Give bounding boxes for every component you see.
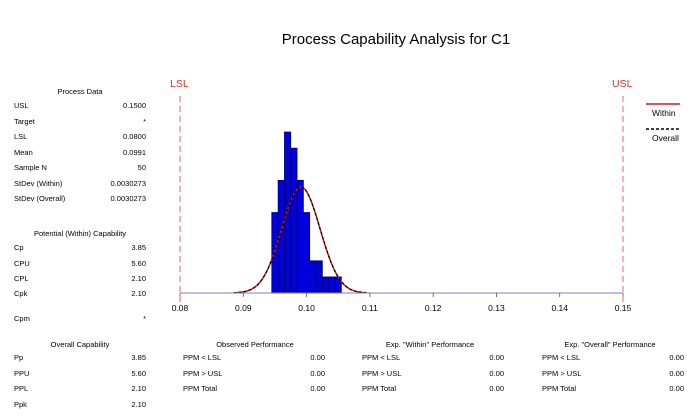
process_data-heading: Process Data bbox=[57, 87, 103, 96]
x-tick-label: 0.13 bbox=[488, 303, 505, 313]
overall-value-0: 3.85 bbox=[131, 353, 146, 362]
histogram-bar bbox=[290, 147, 298, 294]
histogram-bar bbox=[296, 179, 304, 294]
histogram-bar bbox=[322, 276, 330, 294]
overall-value-1: 5.60 bbox=[131, 368, 146, 378]
process_data-label-3: Mean bbox=[14, 147, 33, 157]
process_data-label-6: StDev (Overall) bbox=[14, 194, 66, 203]
process_data-value-2: 0.0800 bbox=[123, 132, 146, 141]
potential-value-3: 2.10 bbox=[131, 289, 146, 298]
potential-label-1: CPU bbox=[14, 259, 30, 268]
exp_overall-heading: Exp. "Overall" Performance bbox=[564, 340, 656, 349]
exp_overall-label-0: PPM < LSL bbox=[542, 353, 581, 362]
process_data-label-2: LSL bbox=[14, 132, 28, 141]
x-tick-label: 0.15 bbox=[615, 303, 632, 313]
observed-heading: Observed Performance bbox=[216, 340, 294, 349]
histogram-bar bbox=[277, 179, 285, 294]
histogram-bar bbox=[328, 276, 336, 294]
exp_within-heading: Exp. "Within" Performance bbox=[385, 340, 475, 349]
process_data-label-5: StDev (Within) bbox=[14, 178, 63, 188]
x-tick-label: 0.14 bbox=[551, 303, 568, 313]
potential-heading: Potential (Within) Capability bbox=[33, 229, 127, 238]
observed-value-0: 0.00 bbox=[310, 353, 325, 362]
exp_within-label-0: PPM < LSL bbox=[362, 353, 401, 362]
process_data-label-4: Sample N bbox=[14, 163, 47, 172]
x-tick-label: 0.12 bbox=[425, 303, 442, 313]
exp_within-label-1: PPM > USL bbox=[362, 368, 402, 378]
exp_overall-label-2: PPM Total bbox=[542, 384, 577, 393]
potential-label-0: Cp bbox=[14, 243, 24, 252]
histogram-bar bbox=[315, 260, 323, 294]
process_data-label-1: Target bbox=[14, 116, 35, 126]
observed-label-2: PPM Total bbox=[183, 384, 218, 393]
exp_within-label-2: PPM Total bbox=[362, 384, 397, 393]
potential-label-4: Cpm bbox=[14, 314, 30, 323]
overall-value-3: 2.10 bbox=[131, 399, 146, 409]
exp_within-value-1: 0.00 bbox=[489, 368, 504, 378]
histogram-bar bbox=[271, 212, 279, 294]
histogram-bar bbox=[303, 212, 311, 294]
potential-value-2: 2.10 bbox=[131, 274, 146, 283]
observed-value-2: 0.00 bbox=[310, 384, 325, 393]
potential-value-1: 5.60 bbox=[131, 259, 146, 268]
process_data-value-5: 0.0030273 bbox=[110, 178, 146, 188]
exp_overall-value-0: 0.00 bbox=[669, 353, 684, 362]
lsl-label: LSL bbox=[170, 78, 189, 90]
potential-label-2: CPL bbox=[14, 274, 29, 283]
histogram-bar bbox=[309, 260, 317, 294]
process_data-label-0: USL bbox=[14, 101, 29, 110]
overall-label-1: PPU bbox=[14, 368, 30, 378]
potential-value-0: 3.85 bbox=[131, 243, 146, 252]
overall-label-2: PPL bbox=[14, 384, 29, 393]
exp_overall-value-2: 0.00 bbox=[669, 384, 684, 393]
observed-value-1: 0.00 bbox=[310, 368, 325, 378]
overall-value-2: 2.10 bbox=[131, 384, 146, 393]
process_data-value-6: 0.0030273 bbox=[110, 194, 146, 203]
potential-value-4: * bbox=[143, 314, 146, 323]
potential-label-3: Cpk bbox=[14, 289, 28, 298]
within-curve bbox=[233, 186, 368, 294]
process_data-value-4: 50 bbox=[137, 163, 146, 172]
histogram-bar bbox=[284, 131, 292, 294]
chart-title: Process Capability Analysis for C1 bbox=[281, 31, 511, 48]
legend-overall-label: Overall bbox=[652, 133, 679, 143]
observed-label-1: PPM > USL bbox=[183, 368, 223, 378]
overall-label-0: Pp bbox=[14, 353, 24, 362]
process_data-value-0: 0.1500 bbox=[123, 101, 146, 110]
x-tick-label: 0.11 bbox=[362, 303, 378, 313]
overall-heading: Overall Capability bbox=[50, 340, 110, 349]
x-tick-label: 0.10 bbox=[298, 303, 315, 313]
overall-label-3: Ppk bbox=[14, 399, 27, 409]
x-tick-label: 0.09 bbox=[235, 303, 252, 313]
histogram-bar bbox=[334, 276, 342, 294]
exp_within-value-2: 0.00 bbox=[489, 384, 504, 393]
observed-label-0: PPM < LSL bbox=[183, 353, 222, 362]
x-tick-label: 0.08 bbox=[172, 303, 189, 313]
usl-label: USL bbox=[612, 78, 633, 90]
exp_overall-label-1: PPM > USL bbox=[542, 368, 582, 378]
process_data-value-1: * bbox=[143, 116, 146, 126]
overall-curve bbox=[233, 186, 368, 294]
exp_overall-value-1: 0.00 bbox=[669, 368, 684, 378]
legend-within-label: Within bbox=[652, 108, 676, 118]
exp_within-value-0: 0.00 bbox=[489, 353, 504, 362]
process_data-value-3: 0.0991 bbox=[123, 147, 146, 157]
